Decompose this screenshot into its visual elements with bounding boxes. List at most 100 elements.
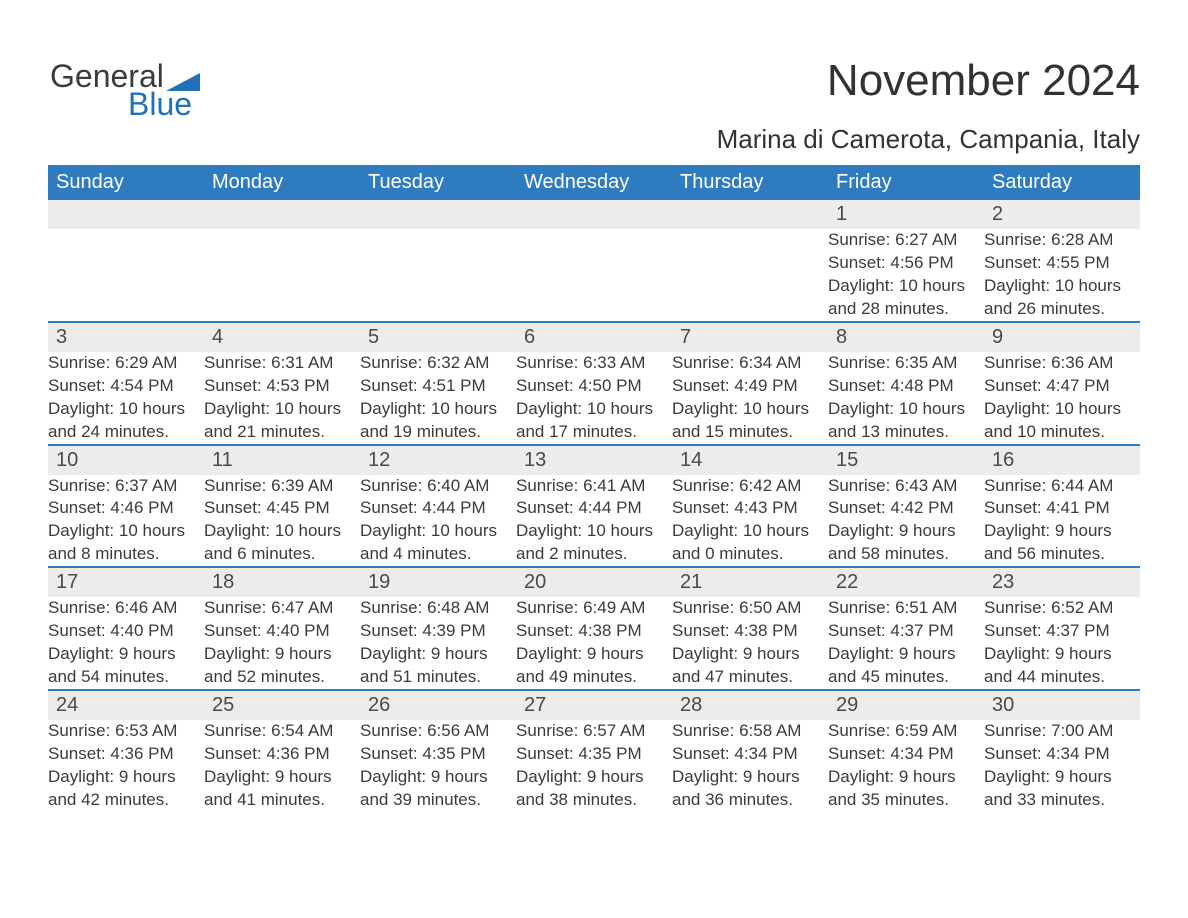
day-number-cell: 27: [516, 691, 672, 720]
sunset-text: Sunset: 4:45 PM: [204, 497, 360, 520]
sunset-text: Sunset: 4:43 PM: [672, 497, 828, 520]
day-number-cell: 9: [984, 323, 1140, 352]
sunrise-text: Sunrise: 6:58 AM: [672, 720, 828, 743]
sunset-text: Sunset: 4:41 PM: [984, 497, 1140, 520]
day-number-cell: 11: [204, 446, 360, 475]
sunrise-text: Sunrise: 6:50 AM: [672, 597, 828, 620]
daylight-text: Daylight: 10 hours: [204, 398, 360, 421]
daylight-text: and 13 minutes.: [828, 421, 984, 444]
daylight-text: Daylight: 10 hours: [204, 520, 360, 543]
day-number: 23: [984, 568, 1140, 597]
sunrise-text: Sunrise: 6:43 AM: [828, 475, 984, 498]
daylight-text: and 49 minutes.: [516, 666, 672, 689]
day-number-cell: [48, 200, 204, 229]
sunrise-text: Sunrise: 6:39 AM: [204, 475, 360, 498]
daylight-text: and 41 minutes.: [204, 789, 360, 812]
day-number-cell: 16: [984, 446, 1140, 475]
sunrise-text: Sunrise: 6:44 AM: [984, 475, 1140, 498]
day-number-cell: 18: [204, 568, 360, 597]
day-number: 15: [828, 446, 984, 475]
daylight-text: and 17 minutes.: [516, 421, 672, 444]
day-number-cell: 7: [672, 323, 828, 352]
sunset-text: Sunset: 4:38 PM: [516, 620, 672, 643]
daylight-text: Daylight: 10 hours: [984, 398, 1140, 421]
day-info-cell: Sunrise: 6:35 AMSunset: 4:48 PMDaylight:…: [828, 352, 984, 444]
daylight-text: Daylight: 9 hours: [516, 643, 672, 666]
daylight-text: and 4 minutes.: [360, 543, 516, 566]
day-number-cell: 14: [672, 446, 828, 475]
daylight-text: and 28 minutes.: [828, 298, 984, 321]
daylight-text: Daylight: 9 hours: [204, 643, 360, 666]
daylight-text: and 38 minutes.: [516, 789, 672, 812]
day-number: 29: [828, 691, 984, 720]
sunset-text: Sunset: 4:49 PM: [672, 375, 828, 398]
sunrise-text: Sunrise: 6:57 AM: [516, 720, 672, 743]
day-number: 27: [516, 691, 672, 720]
day-info-cell: Sunrise: 6:50 AMSunset: 4:38 PMDaylight:…: [672, 597, 828, 689]
sunrise-text: Sunrise: 6:40 AM: [360, 475, 516, 498]
daylight-text: Daylight: 10 hours: [48, 398, 204, 421]
day-info-cell: Sunrise: 6:43 AMSunset: 4:42 PMDaylight:…: [828, 475, 984, 567]
day-number: 28: [672, 691, 828, 720]
day-number-cell: 5: [360, 323, 516, 352]
daylight-text: Daylight: 10 hours: [360, 520, 516, 543]
sunset-text: Sunset: 4:53 PM: [204, 375, 360, 398]
page-subtitle: Marina di Camerota, Campania, Italy: [48, 124, 1140, 155]
day-number: 11: [204, 446, 360, 475]
sunrise-text: Sunrise: 6:29 AM: [48, 352, 204, 375]
day-number-cell: 21: [672, 568, 828, 597]
day-number-cell: 3: [48, 323, 204, 352]
day-info-cell: Sunrise: 6:56 AMSunset: 4:35 PMDaylight:…: [360, 720, 516, 820]
sunset-text: Sunset: 4:36 PM: [48, 743, 204, 766]
sunset-text: Sunset: 4:39 PM: [360, 620, 516, 643]
daylight-text: Daylight: 9 hours: [828, 520, 984, 543]
sunset-text: Sunset: 4:37 PM: [828, 620, 984, 643]
day-info-cell: Sunrise: 6:28 AMSunset: 4:55 PMDaylight:…: [984, 229, 1140, 321]
day-info-cell: Sunrise: 6:31 AMSunset: 4:53 PMDaylight:…: [204, 352, 360, 444]
day-number: 6: [516, 323, 672, 352]
day-number: 17: [48, 568, 204, 597]
sunrise-text: Sunrise: 7:00 AM: [984, 720, 1140, 743]
day-number: 4: [204, 323, 360, 352]
sunset-text: Sunset: 4:34 PM: [672, 743, 828, 766]
day-number: 22: [828, 568, 984, 597]
sunrise-text: Sunrise: 6:51 AM: [828, 597, 984, 620]
daylight-text: Daylight: 9 hours: [672, 766, 828, 789]
daylight-text: Daylight: 9 hours: [984, 766, 1140, 789]
daylight-text: and 56 minutes.: [984, 543, 1140, 566]
calendar-table: SundayMondayTuesdayWednesdayThursdayFrid…: [48, 165, 1140, 820]
day-info-cell: Sunrise: 6:33 AMSunset: 4:50 PMDaylight:…: [516, 352, 672, 444]
day-number: 26: [360, 691, 516, 720]
day-number: 16: [984, 446, 1140, 475]
sunset-text: Sunset: 4:55 PM: [984, 252, 1140, 275]
day-number-cell: [672, 200, 828, 229]
sunset-text: Sunset: 4:44 PM: [360, 497, 516, 520]
sunrise-text: Sunrise: 6:34 AM: [672, 352, 828, 375]
sunrise-text: Sunrise: 6:59 AM: [828, 720, 984, 743]
day-number: 5: [360, 323, 516, 352]
day-number: 7: [672, 323, 828, 352]
sunrise-text: Sunrise: 6:48 AM: [360, 597, 516, 620]
day-info-cell: Sunrise: 6:32 AMSunset: 4:51 PMDaylight:…: [360, 352, 516, 444]
sunrise-text: Sunrise: 6:47 AM: [204, 597, 360, 620]
daylight-text: and 44 minutes.: [984, 666, 1140, 689]
logo: General Blue: [50, 58, 200, 133]
daylight-text: and 54 minutes.: [48, 666, 204, 689]
sunrise-text: Sunrise: 6:28 AM: [984, 229, 1140, 252]
sunrise-text: Sunrise: 6:37 AM: [48, 475, 204, 498]
daylight-text: and 10 minutes.: [984, 421, 1140, 444]
day-number-cell: 4: [204, 323, 360, 352]
daylight-text: and 45 minutes.: [828, 666, 984, 689]
day-info-cell: [516, 229, 672, 321]
sunset-text: Sunset: 4:35 PM: [516, 743, 672, 766]
day-number-cell: [516, 200, 672, 229]
day-number: 24: [48, 691, 204, 720]
daylight-text: Daylight: 10 hours: [360, 398, 516, 421]
day-info-cell: Sunrise: 6:34 AMSunset: 4:49 PMDaylight:…: [672, 352, 828, 444]
weekday-header: Saturday: [984, 165, 1140, 200]
daylight-text: and 33 minutes.: [984, 789, 1140, 812]
daylight-text: Daylight: 9 hours: [828, 643, 984, 666]
day-info-cell: Sunrise: 6:46 AMSunset: 4:40 PMDaylight:…: [48, 597, 204, 689]
sunset-text: Sunset: 4:46 PM: [48, 497, 204, 520]
daylight-text: Daylight: 10 hours: [672, 398, 828, 421]
